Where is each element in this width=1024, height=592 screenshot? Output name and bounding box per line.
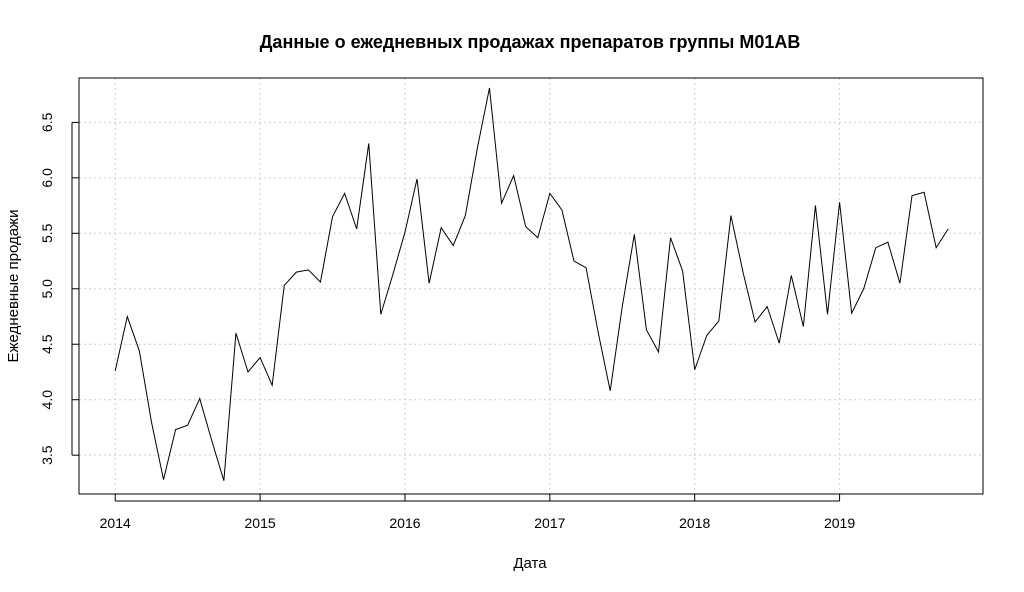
y-tick-label: 5.0 [39,279,55,299]
plot-frame [78,77,984,495]
y-tick-label: 4.5 [39,334,55,354]
y-tick-label: 6.5 [39,112,55,132]
x-tick-label: 2015 [245,515,276,531]
x-tick-label: 2014 [100,515,131,531]
x-tick-label: 2016 [389,515,420,531]
y-tick-label: 4.0 [39,390,55,410]
x-axis: 2014 2015 2016 2017 2018 2019 [100,494,855,531]
x-axis-label: Дата [513,555,547,572]
x-tick-label: 2019 [824,515,855,531]
y-tick-label: 5.5 [39,223,55,243]
chart-title: Данные о ежедневных продажах препаратов … [260,32,801,52]
y-axis: 3.5 4.0 4.5 5.0 5.5 6.0 6.5 [39,112,79,465]
y-axis-label: Ежедневные продажи [5,210,22,363]
y-tick-label: 3.5 [39,445,55,465]
sales-series-line [114,87,949,481]
grid [79,78,983,494]
x-tick-label: 2018 [679,515,710,531]
y-tick-label: 6.0 [39,168,55,188]
x-tick-label: 2017 [534,515,565,531]
